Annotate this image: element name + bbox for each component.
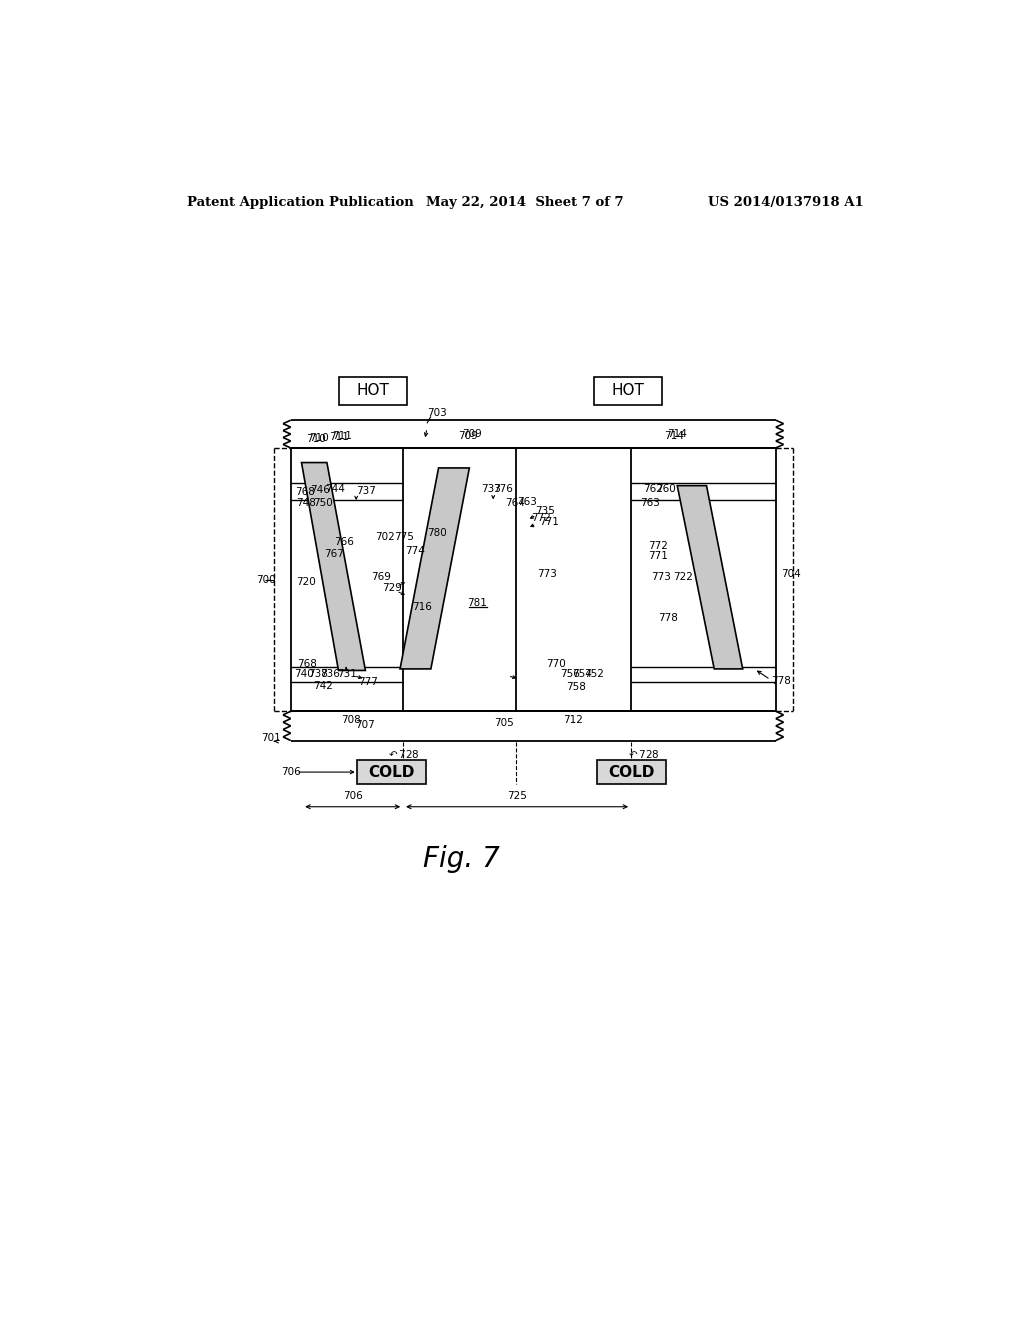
Text: 748: 748 — [296, 499, 316, 508]
Text: 769: 769 — [372, 572, 391, 582]
Text: 710: 710 — [306, 434, 326, 445]
Text: 768: 768 — [295, 487, 315, 496]
Text: 737: 737 — [356, 486, 376, 496]
Text: 778: 778 — [771, 676, 792, 686]
Text: 720: 720 — [296, 577, 315, 587]
Text: $\curvearrowleft$728: $\curvearrowleft$728 — [386, 747, 420, 759]
Polygon shape — [301, 462, 366, 671]
Text: 763: 763 — [517, 496, 537, 507]
Polygon shape — [400, 469, 469, 669]
Text: 773: 773 — [538, 569, 557, 579]
Text: 725: 725 — [507, 791, 527, 800]
Text: 712: 712 — [563, 714, 584, 725]
Text: 767: 767 — [325, 549, 344, 560]
Text: 700: 700 — [256, 574, 275, 585]
Polygon shape — [677, 486, 742, 669]
Text: 704: 704 — [781, 569, 801, 579]
FancyBboxPatch shape — [597, 760, 667, 784]
Text: 740: 740 — [295, 669, 314, 680]
Text: 746: 746 — [310, 486, 330, 495]
Text: 711: 711 — [333, 430, 352, 441]
Text: 716: 716 — [413, 602, 432, 611]
Text: 750: 750 — [313, 499, 333, 508]
Text: 706: 706 — [281, 767, 300, 777]
Text: HOT: HOT — [611, 383, 644, 399]
Text: 778: 778 — [658, 612, 678, 623]
Text: 762: 762 — [643, 484, 664, 495]
Text: $\curvearrowleft$728: $\curvearrowleft$728 — [627, 747, 660, 759]
Text: 781: 781 — [467, 598, 487, 607]
Text: Patent Application Publication: Patent Application Publication — [186, 195, 414, 209]
Text: 701: 701 — [261, 733, 282, 743]
Text: 772: 772 — [531, 513, 551, 523]
Text: 768: 768 — [297, 659, 316, 669]
Text: 742: 742 — [313, 681, 333, 690]
Text: 709: 709 — [462, 429, 481, 440]
Text: 711: 711 — [330, 432, 349, 442]
Text: 752: 752 — [584, 669, 604, 680]
Text: 763: 763 — [640, 499, 660, 508]
Text: 772: 772 — [648, 541, 668, 550]
Text: 771: 771 — [539, 517, 558, 527]
Text: 703: 703 — [427, 408, 446, 417]
Text: 780: 780 — [427, 528, 446, 539]
Text: 714: 714 — [668, 429, 687, 440]
Text: 738: 738 — [307, 669, 328, 680]
FancyBboxPatch shape — [594, 378, 662, 405]
Text: 705: 705 — [494, 718, 514, 727]
Text: 736: 736 — [319, 669, 340, 680]
Text: 760: 760 — [656, 484, 676, 495]
Text: May 22, 2014  Sheet 7 of 7: May 22, 2014 Sheet 7 of 7 — [426, 195, 624, 209]
Text: 722: 722 — [673, 572, 692, 582]
Text: 709: 709 — [458, 430, 477, 441]
Text: 766: 766 — [334, 537, 353, 546]
FancyBboxPatch shape — [357, 760, 426, 784]
Text: 735: 735 — [536, 506, 555, 516]
Text: 777: 777 — [358, 677, 378, 686]
Text: 756: 756 — [560, 669, 580, 680]
Text: 758: 758 — [565, 681, 586, 692]
Text: 754: 754 — [572, 669, 593, 680]
Text: 710: 710 — [309, 433, 329, 444]
Text: COLD: COLD — [608, 764, 655, 780]
Text: 706: 706 — [343, 791, 362, 800]
Text: US 2014/0137918 A1: US 2014/0137918 A1 — [708, 195, 863, 209]
Text: 707: 707 — [354, 721, 375, 730]
Text: 774: 774 — [404, 546, 425, 556]
Text: 764: 764 — [506, 498, 525, 508]
FancyBboxPatch shape — [339, 378, 407, 405]
Text: 708: 708 — [341, 714, 360, 725]
Text: 773: 773 — [651, 572, 671, 582]
Text: 775: 775 — [394, 532, 414, 543]
Text: 733: 733 — [481, 484, 501, 495]
Text: HOT: HOT — [356, 383, 389, 399]
Text: 729: 729 — [382, 583, 402, 593]
Text: 744: 744 — [326, 484, 345, 495]
Text: 702: 702 — [376, 532, 395, 543]
Text: Fig. 7: Fig. 7 — [423, 845, 500, 873]
Text: 770: 770 — [547, 659, 566, 669]
Text: 771: 771 — [648, 550, 668, 561]
Text: 731: 731 — [337, 669, 356, 680]
Text: COLD: COLD — [369, 764, 415, 780]
Text: 714: 714 — [665, 430, 684, 441]
Text: 776: 776 — [494, 484, 513, 495]
